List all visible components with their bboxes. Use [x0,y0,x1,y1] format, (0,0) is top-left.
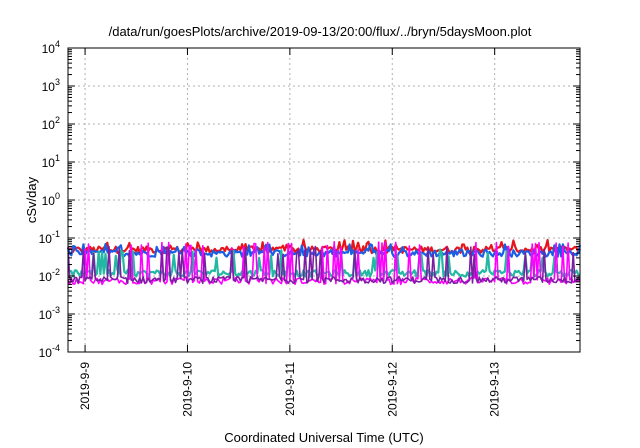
y-tick-label: 10-3 [39,305,60,322]
series-line [67,245,581,285]
y-axis-label: cSv/day [24,176,39,223]
x-tick-label: 2019-9-13 [488,362,502,417]
axis-ticks: 10-4 10-3 10-2 10-1 100 101 102 103 104 2019-9-9 2… [39,39,580,417]
y-tick-label: 104 [42,39,60,56]
y-tick-label: 101 [42,153,60,170]
y-tick-label: 103 [42,77,60,94]
y-tick-label: 10-2 [39,267,60,284]
x-tick-label: 2019-9-10 [180,362,194,417]
chart-title: /data/run/goesPlots/archive/2019-09-13/2… [109,24,532,39]
data-series [66,238,582,286]
x-tick-label: 2019-9-11 [283,362,297,416]
x-tick-label: 2019-9-9 [78,362,92,410]
grid-lines [68,48,580,352]
y-tick-label: 10-4 [39,343,60,360]
y-tick-label: 100 [42,191,60,208]
y-tick-label: 10-1 [39,229,60,246]
x-axis-label: Coordinated Universal Time (UTC) [224,430,423,445]
series-line [66,243,582,258]
y-tick-label: 102 [42,115,60,132]
x-tick-label: 2019-9-12 [385,362,399,417]
